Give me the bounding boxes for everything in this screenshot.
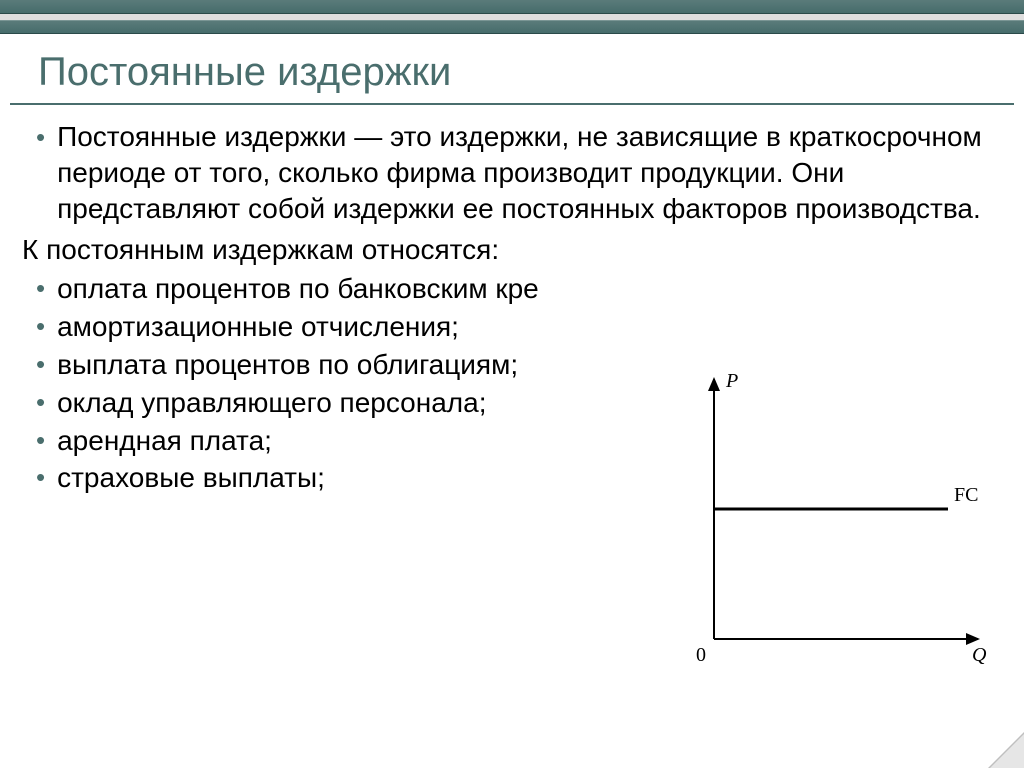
bullet-icon: • [36,119,45,155]
item-text: амортизационные отчисления; [57,308,459,346]
list-item: • амортизационные отчисления; [58,308,994,346]
slide: Постоянные издержки • Постоянные издержк… [0,0,1024,768]
item-text: оклад управляющего персонала; [57,384,486,422]
content-area: • Постоянные издержки — это издержки, не… [0,105,1024,497]
top-stripe-2 [0,20,1024,34]
item-text: оплата процентов по банковским кре [57,270,539,308]
definition-block: • Постоянные издержки — это издержки, не… [58,119,994,226]
bullet-icon: • [36,270,45,306]
item-text: арендная плата; [57,422,272,460]
bullet-icon: • [36,384,45,420]
page-corner-fold-icon [988,732,1024,768]
list-item: • оплата процентов по банковским кре [58,270,994,308]
bullet-icon: • [36,346,45,382]
svg-text:FC: FC [954,484,978,506]
bullet-icon: • [36,422,45,458]
title-area: Постоянные издержки [10,34,1014,105]
svg-text:0: 0 [696,644,706,666]
item-text: страховые выплаты; [57,459,325,497]
svg-text:Q: Q [972,644,987,666]
definition-text: Постоянные издержки — это издержки, не з… [57,119,994,226]
list-heading: К постоянным издержкам относятся: [22,232,994,268]
slide-title: Постоянные издержки [38,50,986,95]
fc-chart: P Q 0 FC [678,365,998,675]
bullet-icon: • [36,459,45,495]
item-text: выплата процентов по облигациям; [57,346,518,384]
svg-text:P: P [725,370,738,392]
top-stripe-1 [0,0,1024,14]
bullet-icon: • [36,308,45,344]
